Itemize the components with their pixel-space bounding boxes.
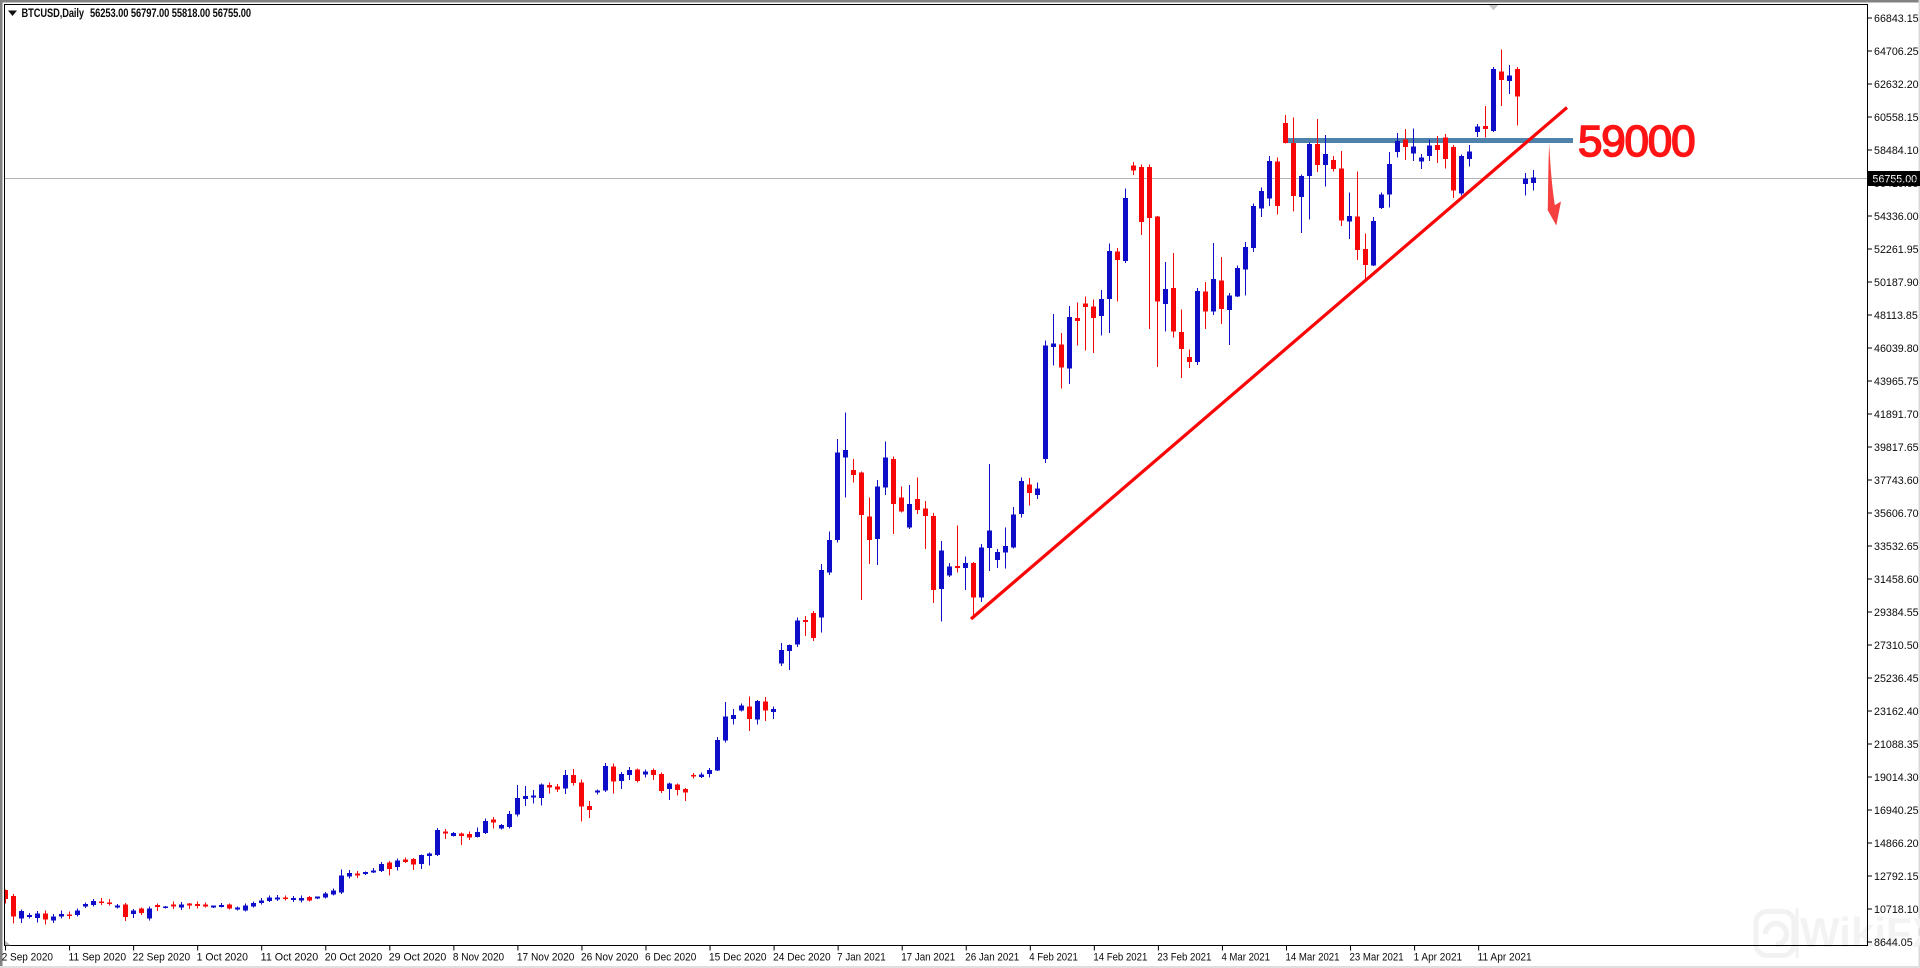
svg-text:2 Sep 2020: 2 Sep 2020 [2,952,53,964]
svg-text:8644.05: 8644.05 [1874,937,1913,949]
svg-text:29 Oct 2020: 29 Oct 2020 [389,952,447,964]
svg-text:14 Feb 2021: 14 Feb 2021 [1093,952,1147,964]
svg-text:11 Oct 2020: 11 Oct 2020 [261,952,319,964]
svg-text:4 Feb 2021: 4 Feb 2021 [1029,952,1078,964]
svg-text:15 Dec 2020: 15 Dec 2020 [709,952,767,964]
svg-text:56755.00: 56755.00 [1873,174,1918,186]
svg-text:39817.65: 39817.65 [1874,442,1919,454]
svg-text:23162.40: 23162.40 [1874,706,1919,718]
svg-text:60558.15: 60558.15 [1874,112,1919,124]
svg-text:62632.20: 62632.20 [1874,79,1919,91]
svg-text:48113.85: 48113.85 [1874,310,1918,322]
svg-text:24 Dec 2020: 24 Dec 2020 [773,952,831,964]
svg-text:33532.65: 33532.65 [1874,541,1919,553]
svg-text:27310.50: 27310.50 [1874,640,1919,652]
svg-text:14 Mar 2021: 14 Mar 2021 [1286,952,1340,964]
svg-text:1 Oct 2020: 1 Oct 2020 [197,952,248,964]
svg-text:11 Sep 2020: 11 Sep 2020 [69,952,127,964]
svg-text:17 Nov 2020: 17 Nov 2020 [517,952,575,964]
svg-text:19014.30: 19014.30 [1874,772,1919,784]
svg-text:7 Jan 2021: 7 Jan 2021 [837,952,886,964]
svg-text:14866.20: 14866.20 [1874,838,1919,850]
svg-text:56410.05: 56410.05 [1874,178,1919,190]
svg-text:46039.80: 46039.80 [1874,343,1919,355]
svg-text:59000: 59000 [1578,117,1694,166]
svg-text:23 Mar 2021: 23 Mar 2021 [1350,952,1404,964]
svg-text:66843.15: 66843.15 [1874,13,1919,25]
svg-text:17 Jan 2021: 17 Jan 2021 [901,952,955,964]
svg-text:20 Oct 2020: 20 Oct 2020 [325,952,383,964]
svg-text:35606.70: 35606.70 [1874,508,1919,520]
svg-text:64706.25: 64706.25 [1874,46,1919,58]
svg-text:22 Sep 2020: 22 Sep 2020 [133,952,191,964]
svg-text:11 Apr 2021: 11 Apr 2021 [1478,952,1532,964]
svg-text:37743.60: 37743.60 [1874,475,1919,487]
svg-text:41891.70: 41891.70 [1874,409,1919,421]
svg-text:56253.00 56797.00 55818.00 567: 56253.00 56797.00 55818.00 56755.00 [90,7,251,20]
svg-text:16940.25: 16940.25 [1874,805,1919,817]
svg-text:6 Dec 2020: 6 Dec 2020 [645,952,696,964]
svg-text:58484.10: 58484.10 [1874,145,1919,157]
svg-text:8 Nov 2020: 8 Nov 2020 [453,952,504,964]
svg-text:25236.45: 25236.45 [1874,673,1919,685]
svg-text:BTCUSD,Daily: BTCUSD,Daily [22,7,85,20]
svg-text:23 Feb 2021: 23 Feb 2021 [1157,952,1211,964]
svg-text:1 Apr 2021: 1 Apr 2021 [1414,952,1463,964]
svg-text:26 Nov 2020: 26 Nov 2020 [581,952,639,964]
svg-text:WikiFX: WikiFX [1800,909,1920,956]
svg-text:54336.00: 54336.00 [1874,211,1919,223]
svg-text:31458.60: 31458.60 [1874,574,1919,586]
svg-text:21088.35: 21088.35 [1874,739,1919,751]
svg-text:4 Mar 2021: 4 Mar 2021 [1221,952,1270,964]
svg-text:10718.10: 10718.10 [1874,904,1919,916]
svg-text:29384.55: 29384.55 [1874,607,1919,619]
svg-text:50187.90: 50187.90 [1874,277,1919,289]
svg-text:52261.95: 52261.95 [1874,244,1919,256]
svg-text:43965.75: 43965.75 [1874,376,1919,388]
svg-text:12792.15: 12792.15 [1874,871,1919,883]
svg-text:26 Jan 2021: 26 Jan 2021 [965,952,1019,964]
